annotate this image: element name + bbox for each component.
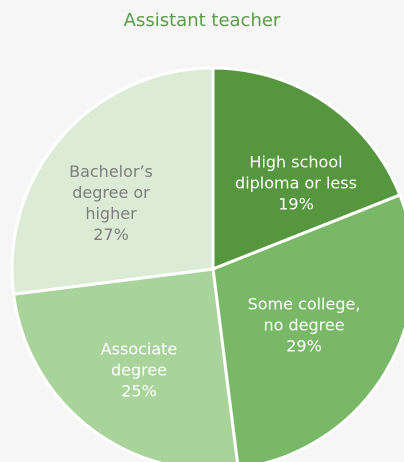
slice-label: High school diploma or less 19% xyxy=(221,152,371,215)
pie-slice xyxy=(10,66,215,296)
pie-slice xyxy=(211,193,404,462)
pie-slice xyxy=(211,66,402,272)
value-label: 29% xyxy=(286,336,322,356)
slice-label: Associate degree 25% xyxy=(89,339,189,402)
category-label: Some college, no degree xyxy=(247,294,361,335)
value-label: 27% xyxy=(93,225,129,244)
category-label: Bachelor’s degree or higher xyxy=(69,162,153,223)
category-label: Associate degree xyxy=(100,339,178,380)
chart-title: Assistant teacher xyxy=(123,10,281,31)
pie-slice xyxy=(11,267,239,462)
value-label: 19% xyxy=(278,194,314,214)
category-label: High school diploma or less xyxy=(235,152,357,193)
value-label: 25% xyxy=(121,381,157,401)
slice-label: Some college, no degree 29% xyxy=(237,294,372,357)
slice-label: Bachelor’s degree or higher 27% xyxy=(64,161,159,245)
